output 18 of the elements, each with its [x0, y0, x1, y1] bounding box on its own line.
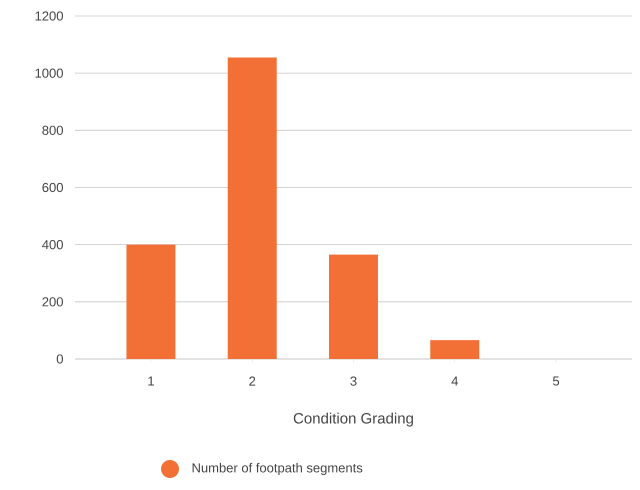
y-tick-label: 1200 [36, 11, 63, 21]
y-tick-label: 200 [42, 297, 63, 306]
legend-label: Number of footpath segments [192, 462, 362, 476]
bar [228, 57, 277, 359]
x-tick-label: 1 [148, 376, 154, 386]
bar [430, 340, 480, 359]
y-tick-label: 600 [42, 182, 63, 192]
x-tick-label: 5 [552, 376, 560, 386]
bar [329, 254, 378, 359]
y-tick-label: 800 [42, 126, 63, 135]
x-tick-label: 2 [249, 376, 256, 386]
bar [126, 244, 176, 359]
x-axis-title: Condition Grading [294, 412, 413, 427]
x-tick-label: 4 [451, 376, 458, 386]
y-tick-label: 1000 [36, 68, 63, 78]
y-tick-label: 400 [42, 240, 63, 250]
y-tick-label: 0 [56, 354, 63, 364]
x-tick-label: 3 [350, 376, 357, 386]
